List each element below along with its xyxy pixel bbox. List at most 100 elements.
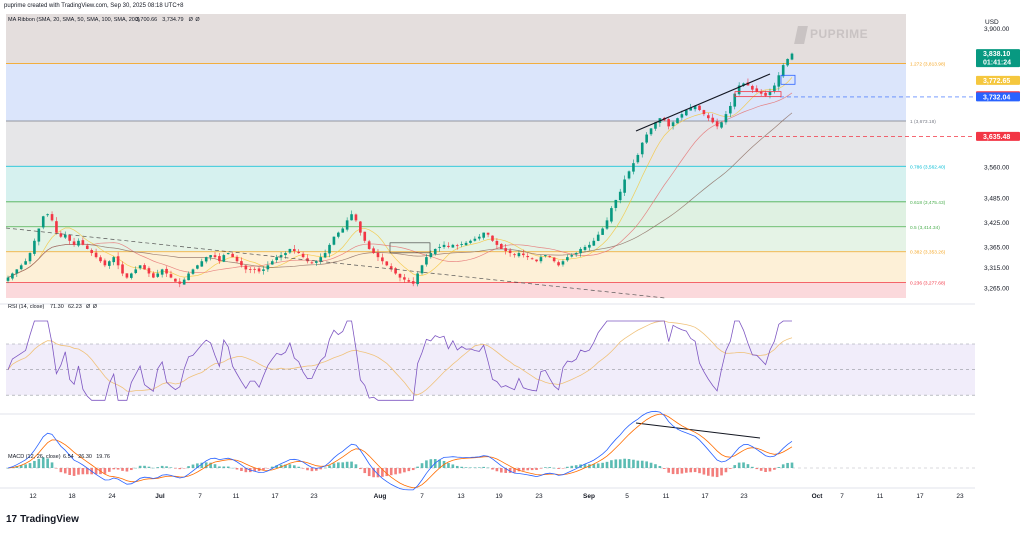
price-candle[interactable] (244, 265, 248, 274)
price-candle[interactable] (19, 263, 23, 271)
price-candle[interactable] (724, 111, 728, 125)
price-candle[interactable] (99, 255, 102, 264)
price-candle[interactable] (579, 247, 582, 257)
price-candle[interactable] (601, 227, 604, 235)
price-candle[interactable] (130, 272, 133, 280)
price-candle[interactable] (90, 248, 93, 256)
price-candle[interactable] (332, 236, 336, 246)
price-candle[interactable] (473, 236, 477, 242)
price-candle[interactable] (345, 217, 349, 232)
price-candle[interactable] (552, 257, 556, 263)
price-candle[interactable] (169, 270, 173, 279)
price-candle[interactable] (94, 248, 98, 259)
price-tag[interactable] (976, 49, 1020, 68)
price-candle[interactable] (557, 260, 560, 267)
price-candle[interactable] (328, 243, 331, 258)
price-candle[interactable] (394, 267, 397, 275)
price-candle[interactable] (288, 248, 292, 255)
price-candle[interactable] (469, 239, 472, 244)
price-candle[interactable] (59, 231, 63, 239)
price-candle[interactable] (583, 244, 587, 252)
price-candle[interactable] (623, 175, 626, 197)
price-candle[interactable] (451, 243, 455, 248)
price-candle[interactable] (231, 252, 234, 258)
price-candle[interactable] (544, 254, 547, 258)
price-candle[interactable] (464, 240, 468, 246)
price-candle[interactable] (442, 241, 446, 249)
price-candle[interactable] (482, 232, 485, 240)
price-candle[interactable] (11, 272, 14, 281)
price-candle[interactable] (667, 118, 670, 130)
price-candle[interactable] (315, 260, 318, 266)
price-candle[interactable] (253, 267, 256, 274)
price-tag[interactable] (976, 131, 1020, 141)
price-candle[interactable] (165, 266, 168, 278)
price-candle[interactable] (416, 272, 419, 287)
price-candle[interactable] (438, 243, 441, 252)
price-candle[interactable] (425, 254, 428, 267)
price-candle[interactable] (636, 153, 640, 164)
price-candle[interactable] (654, 121, 657, 131)
price-candle[interactable] (156, 269, 160, 278)
price-candle[interactable] (786, 58, 789, 67)
price-candle[interactable] (196, 264, 199, 270)
price-candle[interactable] (107, 260, 111, 269)
price-candle[interactable] (790, 52, 794, 61)
price-candle[interactable] (367, 239, 371, 250)
price-candle[interactable] (759, 89, 763, 96)
price-candle[interactable] (257, 266, 261, 274)
price-candle[interactable] (495, 238, 499, 249)
rsi-line[interactable] (7, 320, 792, 401)
price-candle[interactable] (649, 128, 653, 137)
price-candle[interactable] (63, 231, 67, 239)
price-candle[interactable] (240, 257, 243, 268)
price-candle[interactable] (645, 132, 648, 144)
price-candle[interactable] (429, 250, 433, 259)
price-candle[interactable] (213, 252, 217, 259)
price-candle[interactable] (588, 241, 591, 251)
price-candle[interactable] (297, 249, 301, 254)
price-candle[interactable] (610, 206, 613, 224)
price-candle[interactable] (354, 213, 358, 222)
price-candle[interactable] (566, 254, 569, 262)
price-candle[interactable] (411, 277, 415, 287)
price-candle[interactable] (275, 254, 278, 263)
price-candle[interactable] (781, 63, 785, 79)
price-candle[interactable] (711, 113, 715, 124)
price-candle[interactable] (455, 243, 459, 250)
price-candle[interactable] (279, 252, 283, 261)
price-candle[interactable] (28, 252, 32, 264)
price-candle[interactable] (447, 242, 450, 249)
price-candle[interactable] (262, 266, 265, 275)
price-candle[interactable] (640, 142, 644, 158)
price-candle[interactable] (499, 243, 503, 249)
price-candle[interactable] (121, 261, 124, 277)
price-candle[interactable] (15, 269, 19, 278)
price-candle[interactable] (143, 263, 146, 270)
price-candle[interactable] (292, 244, 296, 254)
price-candle[interactable] (632, 159, 635, 175)
price-candle[interactable] (174, 278, 177, 282)
price-candle[interactable] (46, 213, 49, 217)
price-candle[interactable] (407, 277, 411, 283)
price-candle[interactable] (33, 238, 36, 256)
price-candle[interactable] (147, 266, 151, 278)
price-candle[interactable] (323, 249, 327, 259)
price-candle[interactable] (152, 271, 155, 279)
price-candle[interactable] (248, 266, 252, 274)
price-candle[interactable] (491, 235, 494, 243)
price-candle[interactable] (420, 264, 424, 275)
price-tag[interactable] (976, 75, 1020, 85)
price-candle[interactable] (548, 255, 552, 258)
price-candle[interactable] (37, 228, 41, 246)
price-candle[interactable] (460, 241, 463, 248)
price-candle[interactable] (513, 252, 516, 258)
price-candle[interactable] (319, 253, 323, 265)
price-candle[interactable] (737, 82, 741, 96)
price-candle[interactable] (574, 252, 578, 257)
price-candle[interactable] (125, 273, 129, 279)
price-candle[interactable] (204, 256, 208, 264)
price-candle[interactable] (526, 253, 530, 261)
price-candle[interactable] (729, 101, 732, 118)
price-candle[interactable] (112, 256, 116, 266)
